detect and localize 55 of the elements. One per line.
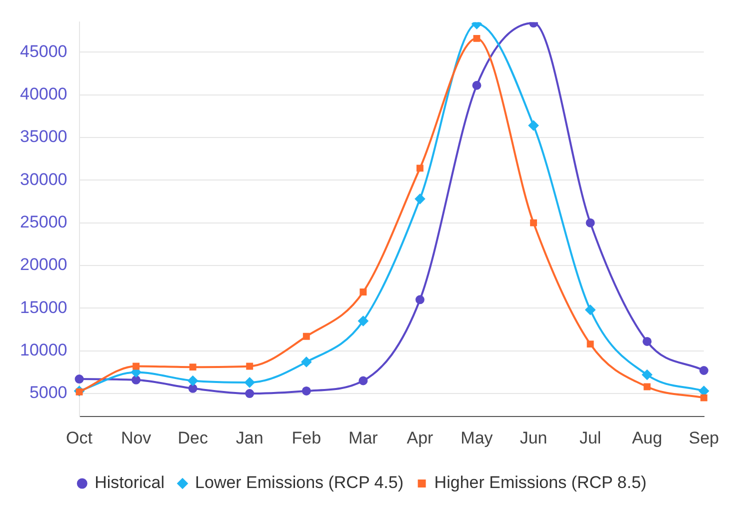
point — [246, 362, 254, 370]
y-tick-label: 20000 — [20, 255, 68, 274]
point — [74, 374, 84, 384]
point — [415, 295, 424, 304]
point — [302, 332, 310, 340]
point — [132, 362, 140, 370]
point — [244, 377, 255, 388]
point — [585, 304, 596, 315]
y-tick-label: 45000 — [20, 42, 68, 61]
point — [188, 384, 198, 393]
x-tick-label: Oct — [66, 428, 93, 448]
x-tick-label: Apr — [406, 428, 434, 448]
point — [360, 288, 367, 296]
point — [416, 164, 424, 172]
point — [472, 80, 482, 90]
x-tick-label: Sep — [688, 428, 719, 448]
point — [642, 336, 652, 346]
y-tick-label: 10000 — [20, 340, 68, 360]
point — [530, 219, 538, 226]
x-tick-label: Mar — [348, 428, 378, 448]
x-tick-label: Feb — [292, 428, 322, 448]
y-tick-label: 40000 — [20, 84, 68, 104]
y-tick-label: 5000 — [29, 383, 68, 402]
point — [302, 386, 311, 396]
point — [188, 376, 198, 386]
y-tick-label: 15000 — [20, 298, 68, 317]
x-tick-label: Dec — [178, 428, 208, 448]
x-tick-label: Aug — [632, 428, 662, 448]
point — [528, 120, 539, 130]
point — [358, 376, 368, 386]
point — [189, 364, 196, 371]
x-tick-label: Jan — [236, 428, 264, 448]
x-tick-label: Jun — [520, 428, 548, 448]
point — [700, 394, 708, 402]
point — [473, 34, 480, 42]
point — [132, 375, 141, 384]
y-tick-label: 30000 — [20, 170, 68, 189]
point — [245, 389, 254, 398]
point — [301, 356, 312, 367]
point — [586, 340, 594, 348]
legend-label: Lower Emissions (RCP 4.5) — [195, 473, 404, 492]
legend-label: Historical — [94, 473, 165, 492]
point — [414, 194, 425, 204]
x-tick-label: May — [460, 428, 494, 448]
point — [699, 366, 708, 375]
point — [358, 316, 368, 326]
point — [698, 386, 709, 396]
y-tick-label: 25000 — [20, 212, 68, 232]
legend-label: Higher Emissions (RCP 8.5) — [434, 473, 647, 492]
point — [586, 218, 595, 228]
x-tick-label: Jul — [579, 428, 602, 448]
point — [644, 383, 651, 390]
point — [642, 370, 652, 380]
x-tick-label: Nov — [120, 428, 152, 448]
y-tick-label: 35000 — [20, 127, 68, 146]
